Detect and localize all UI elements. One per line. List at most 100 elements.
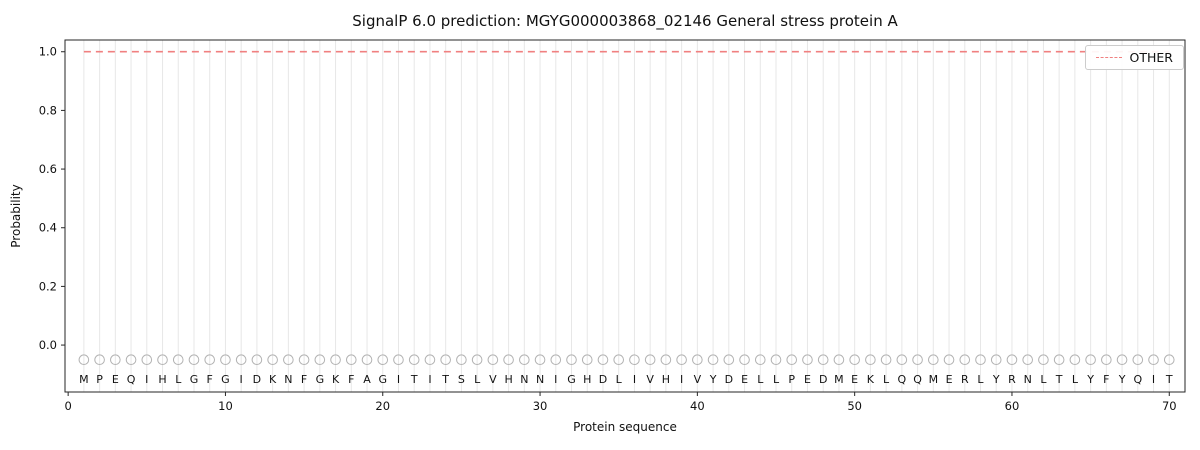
residue-letter: K bbox=[867, 373, 875, 386]
residue-marker bbox=[1116, 354, 1128, 366]
residue-letter: I bbox=[633, 373, 636, 386]
residue-marker bbox=[1101, 354, 1112, 366]
residue-letter: L bbox=[474, 373, 481, 386]
residue-letter: L bbox=[977, 373, 984, 386]
residue-marker bbox=[786, 354, 798, 366]
legend: OTHER bbox=[1084, 45, 1184, 70]
residue-marker bbox=[990, 354, 1002, 366]
residue-marker bbox=[660, 354, 672, 366]
residue-marker bbox=[802, 354, 813, 366]
residue-letter: L bbox=[1072, 373, 1079, 386]
residue-letter: H bbox=[583, 373, 591, 386]
residue-letter: L bbox=[773, 373, 780, 386]
residue-letter: N bbox=[284, 373, 292, 386]
residue-letter: D bbox=[725, 373, 733, 386]
residue-marker bbox=[676, 354, 687, 366]
residue-letter: R bbox=[961, 373, 969, 386]
residue-marker bbox=[754, 354, 766, 366]
residue-letter: M bbox=[929, 373, 939, 386]
residue-letter: F bbox=[1103, 373, 1109, 386]
residue-letter: H bbox=[504, 373, 512, 386]
residue-marker bbox=[534, 354, 546, 366]
residue-marker bbox=[707, 354, 719, 366]
residue-letter: S bbox=[458, 373, 465, 386]
residue-letter: Y bbox=[709, 373, 717, 386]
residue-marker bbox=[1148, 354, 1159, 366]
x-tick-label: 50 bbox=[847, 399, 862, 413]
residue-letter: E bbox=[804, 373, 811, 386]
residue-letter: V bbox=[646, 373, 654, 386]
residue-letter: T bbox=[1165, 373, 1173, 386]
residue-letter: G bbox=[316, 373, 325, 386]
residue-marker bbox=[817, 354, 829, 366]
plot-border bbox=[64, 39, 1186, 393]
residue-letter: Y bbox=[992, 373, 1000, 386]
residue-marker bbox=[471, 354, 483, 366]
residue-letter: L bbox=[616, 373, 623, 386]
residue-letter: H bbox=[158, 373, 166, 386]
x-tick-label: 40 bbox=[690, 399, 705, 413]
residue-marker bbox=[739, 354, 750, 366]
residue-marker bbox=[581, 354, 593, 366]
residue-marker bbox=[487, 354, 499, 366]
residue-marker bbox=[1085, 354, 1096, 366]
x-tick-label: 20 bbox=[375, 399, 390, 413]
residue-marker bbox=[267, 354, 278, 366]
y-tick-label: 0.4 bbox=[39, 221, 57, 235]
residue-marker bbox=[141, 354, 153, 366]
residue-marker bbox=[928, 354, 939, 366]
residue-letter: T bbox=[410, 373, 418, 386]
residue-marker bbox=[912, 354, 923, 366]
residue-marker bbox=[503, 354, 514, 366]
residue-marker bbox=[896, 354, 908, 366]
residue-letter: F bbox=[301, 373, 307, 386]
residue-letter: I bbox=[554, 373, 557, 386]
residue-letter: K bbox=[332, 373, 340, 386]
residue-letter: M bbox=[834, 373, 844, 386]
residue-marker bbox=[1132, 354, 1144, 366]
residue-letter: F bbox=[207, 373, 213, 386]
residue-letter: I bbox=[428, 373, 431, 386]
residue-marker bbox=[314, 354, 326, 366]
residue-marker bbox=[204, 354, 216, 366]
x-tick-label: 60 bbox=[1005, 399, 1020, 413]
residue-marker bbox=[440, 354, 451, 366]
residue-marker bbox=[849, 354, 860, 366]
residue-marker bbox=[644, 354, 656, 366]
residue-marker bbox=[943, 354, 955, 366]
residue-marker bbox=[975, 354, 986, 366]
residue-letter: G bbox=[567, 373, 576, 386]
residue-marker bbox=[550, 354, 562, 366]
residue-letter: D bbox=[819, 373, 827, 386]
residue-marker bbox=[1069, 354, 1081, 366]
residue-marker bbox=[959, 354, 971, 366]
residue-marker bbox=[393, 354, 404, 366]
y-tick-label: 0.0 bbox=[39, 338, 57, 352]
residue-letter: G bbox=[378, 373, 387, 386]
residue-letter: G bbox=[190, 373, 199, 386]
x-tick-label: 70 bbox=[1162, 399, 1177, 413]
residue-letter: E bbox=[946, 373, 953, 386]
residue-marker bbox=[770, 354, 782, 366]
residue-letter: T bbox=[1055, 373, 1063, 386]
residue-marker bbox=[1163, 354, 1175, 366]
residue-letter: L bbox=[883, 373, 890, 386]
residue-letter: R bbox=[1008, 373, 1016, 386]
residue-letter: L bbox=[757, 373, 764, 386]
residue-letter: I bbox=[397, 373, 400, 386]
residue-letter: I bbox=[240, 373, 243, 386]
residue-marker bbox=[1006, 354, 1018, 366]
chart-title: SignalP 6.0 prediction: MGYG000003868_02… bbox=[352, 12, 898, 30]
residue-letter: Q bbox=[913, 373, 922, 386]
residue-marker bbox=[298, 354, 310, 366]
y-tick-label: 0.6 bbox=[39, 162, 57, 176]
residue-letter: E bbox=[741, 373, 748, 386]
residue-marker bbox=[1038, 354, 1049, 366]
x-axis-label: Protein sequence bbox=[573, 420, 677, 434]
residue-letter: H bbox=[662, 373, 670, 386]
residue-marker bbox=[424, 354, 436, 366]
residue-letter: E bbox=[112, 373, 119, 386]
residue-marker bbox=[566, 354, 577, 366]
residue-letter: I bbox=[145, 373, 148, 386]
